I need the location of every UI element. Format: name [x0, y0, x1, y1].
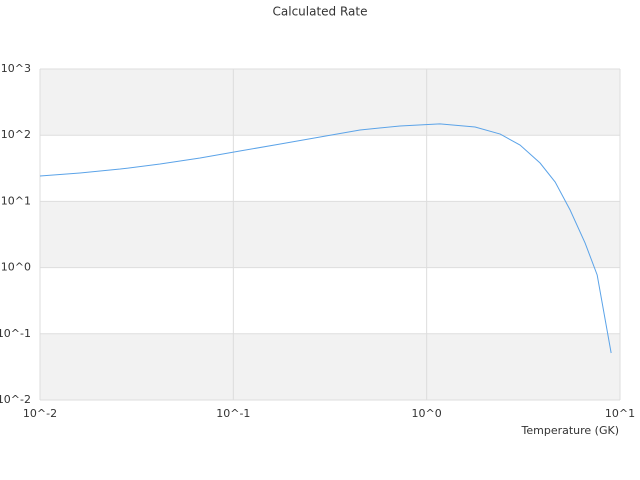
grid-band: [40, 201, 620, 268]
grid-band: [40, 333, 620, 400]
y-tick-label: 10^-2: [0, 393, 31, 406]
y-tick-label: 10^2: [1, 128, 31, 141]
data-line: [39, 123, 612, 354]
y-tick-label: 10^3: [1, 62, 31, 75]
x-tick-label: 10^1: [605, 407, 635, 420]
chart-title: Calculated Rate: [273, 5, 368, 19]
x-tick-label: 10^-1: [216, 407, 250, 420]
y-tick-label: 10^-1: [0, 327, 31, 340]
y-tick-label: 10^0: [1, 261, 31, 274]
x-tick-label: 10^-2: [23, 407, 57, 420]
x-tick-label: 10^0: [412, 407, 442, 420]
grid-band: [40, 69, 620, 136]
y-tick-label: 10^1: [1, 194, 31, 207]
x-axis-label: Temperature (GK): [521, 424, 620, 437]
